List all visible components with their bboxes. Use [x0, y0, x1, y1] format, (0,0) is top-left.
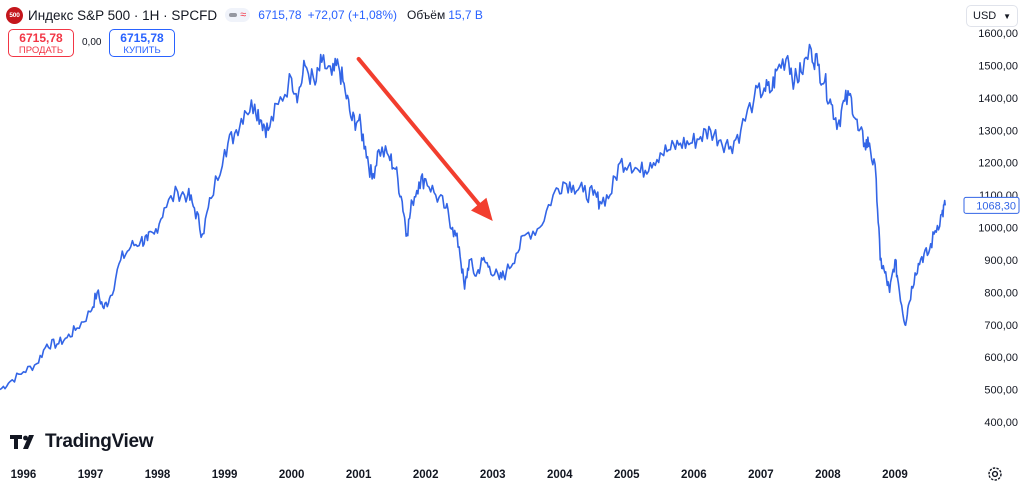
- x-tick-label: 2007: [748, 469, 774, 481]
- x-tick-label: 2005: [614, 469, 640, 481]
- x-axis: 1996 1997 1998 1999 2000 2001 2002 2003 2004 2005…: [11, 469, 908, 481]
- y-tick-label: 1300,00: [978, 125, 1018, 137]
- y-tick-label: 600,00: [984, 352, 1018, 364]
- last-price-badge: 1068,30: [963, 196, 1020, 214]
- y-tick-label: 500,00: [984, 385, 1018, 397]
- x-tick-label: 2008: [815, 469, 841, 481]
- y-tick-label: 1400,00: [978, 93, 1018, 105]
- x-tick-label: 2009: [882, 469, 908, 481]
- symbol-title[interactable]: Индекс S&P 500 · 1H · SPCFD: [28, 7, 218, 23]
- sell-button[interactable]: 6715,78 ПРОДАТЬ: [8, 29, 74, 57]
- y-tick-label: 1200,00: [978, 158, 1018, 170]
- x-tick-label: 1997: [78, 469, 104, 481]
- y-tick-label: 1600,00: [978, 28, 1018, 40]
- tradingview-wordmark: TradingView: [45, 431, 154, 452]
- chevron-down-icon: ▼: [1003, 11, 1011, 21]
- price-change: +72,07 (+1,08%): [307, 8, 397, 22]
- x-tick-label: 2000: [279, 469, 305, 481]
- volume-label: Объём: [407, 8, 446, 22]
- y-tick-label: 900,00: [984, 255, 1018, 267]
- x-tick-label: 2003: [480, 469, 506, 481]
- last-price-badge-box: [963, 196, 1020, 214]
- currency-label: USD: [973, 10, 997, 22]
- sell-price: 6715,78: [19, 31, 63, 45]
- gear-icon[interactable]: [986, 465, 1004, 483]
- approx-icon: ≈: [240, 9, 247, 21]
- last-price-label: 1068,30: [976, 200, 1016, 212]
- x-tick-label: 1999: [212, 469, 238, 481]
- y-tick-label: 400,00: [984, 417, 1018, 429]
- arrow-shaft: [356, 56, 481, 207]
- trend-arrow-annotation[interactable]: [356, 56, 493, 222]
- spread-value: 0,00: [82, 37, 102, 48]
- x-tick-label: 2001: [346, 469, 372, 481]
- last-price: 6715,78: [258, 8, 302, 22]
- sell-label: ПРОДАТЬ: [18, 45, 64, 56]
- x-tick-label: 1996: [11, 469, 37, 481]
- y-tick-label: 700,00: [984, 320, 1018, 332]
- y-tick-label: 800,00: [984, 287, 1018, 299]
- buy-label: КУПИТЬ: [123, 45, 161, 56]
- tradingview-logo[interactable]: TradingView: [10, 431, 154, 453]
- volume-value: 15,7 B: [448, 8, 483, 22]
- sp500-logo: 500: [6, 6, 23, 24]
- price-series-line: [0, 43, 946, 391]
- x-tick-label: 2006: [681, 469, 707, 481]
- arrow-head: [471, 197, 493, 222]
- tradingview-mark-icon: [10, 435, 34, 449]
- y-axis: 1600,001500,001400,001300,001200,001100,…: [978, 28, 1018, 429]
- x-tick-label: 2002: [413, 469, 439, 481]
- status-pills[interactable]: ≈: [225, 8, 251, 22]
- currency-select[interactable]: USD ▼: [966, 5, 1018, 27]
- minus-icon: [229, 13, 238, 17]
- y-tick-label: 1500,00: [978, 60, 1018, 72]
- symbol-header: 500 Индекс S&P 500 · 1H · SPCFD ≈ 6715,7…: [6, 5, 483, 25]
- buy-price: 6715,78: [120, 31, 164, 45]
- buy-button[interactable]: 6715,78 КУПИТЬ: [109, 29, 175, 57]
- x-tick-label: 2004: [547, 469, 573, 481]
- x-tick-label: 1998: [145, 469, 171, 481]
- y-tick-label: 1000,00: [978, 223, 1018, 235]
